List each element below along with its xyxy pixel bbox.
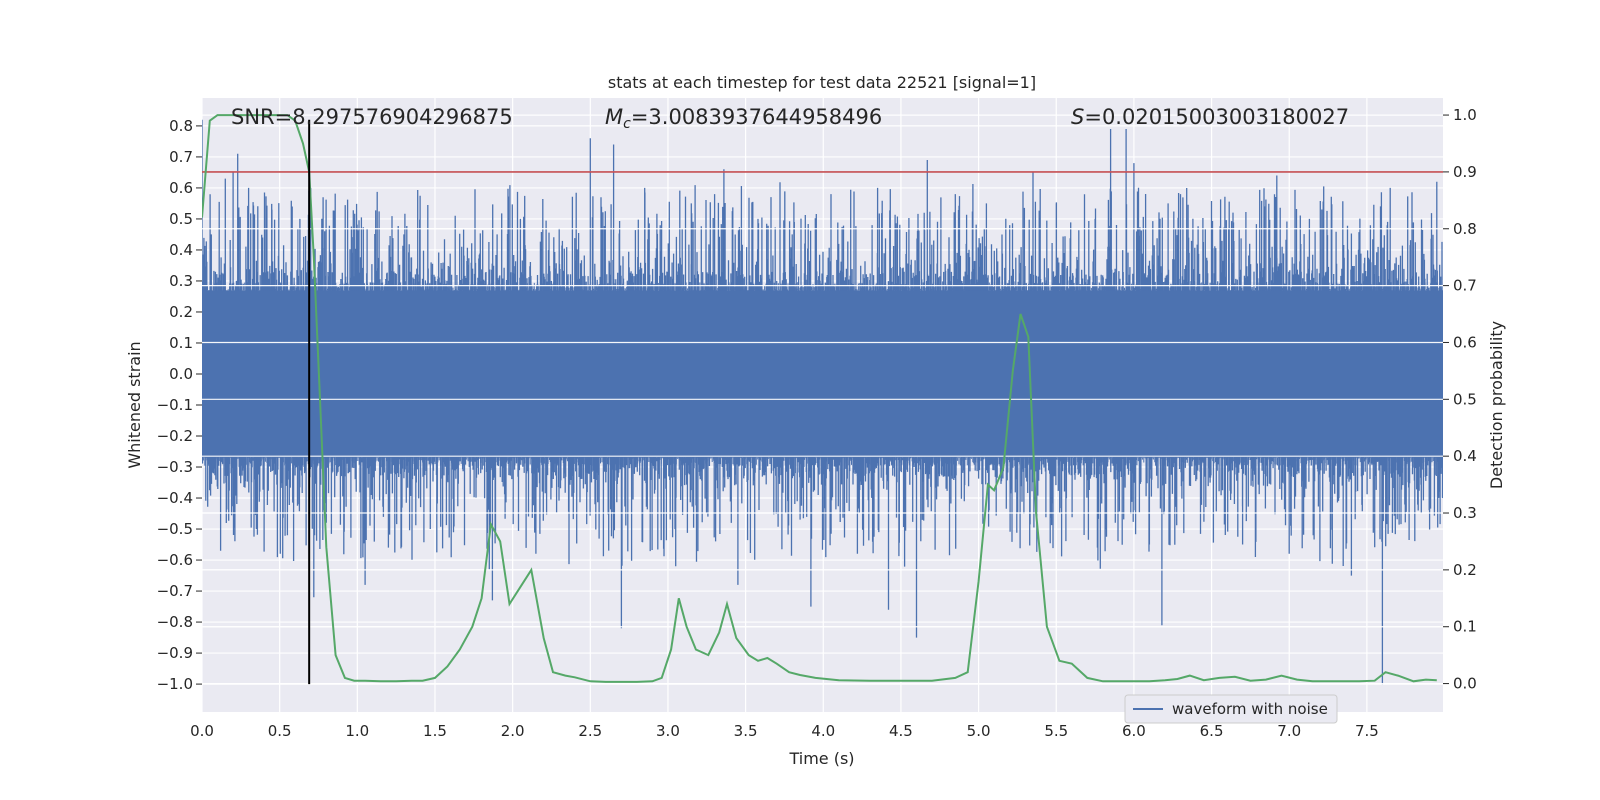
x-tick-label: 4.0 xyxy=(811,722,835,740)
y-left-axis-ticks: 0.8 0.7 0.6 0.5 0.4 0.3 0.2 0.1 0.0 −0.1 −0.2 −0.3 −… xyxy=(157,117,202,693)
snr-annotation: SNR=8.297576904296875 xyxy=(231,105,513,129)
y-right-tick-label: 0.1 xyxy=(1453,618,1477,636)
x-tick-label: 3.0 xyxy=(656,722,680,740)
chart-title: stats at each timestep for test data 225… xyxy=(608,73,1036,92)
y-left-tick-label: 0.3 xyxy=(169,272,193,290)
x-tick-label: 0.0 xyxy=(190,722,214,740)
y-left-tick-label: 0.8 xyxy=(169,117,193,135)
x-tick-label: 0.5 xyxy=(268,722,292,740)
y-left-tick-label: −0.4 xyxy=(157,489,193,507)
y-left-tick-label: 0.6 xyxy=(169,179,193,197)
x-tick-label: 1.5 xyxy=(423,722,447,740)
y-right-tick-label: 0.9 xyxy=(1453,163,1477,181)
x-tick-label: 5.5 xyxy=(1044,722,1068,740)
legend-label: waveform with noise xyxy=(1172,700,1328,718)
y-left-tick-label: 0.7 xyxy=(169,148,193,166)
y-left-tick-label: −0.5 xyxy=(157,520,193,538)
y-right-axis-ticks: 1.0 0.9 0.8 0.7 0.6 0.5 0.4 0.3 0.2 0.1 0.0 xyxy=(1443,106,1477,693)
y-left-tick-label: −0.2 xyxy=(157,427,193,445)
y-right-tick-label: 1.0 xyxy=(1453,106,1477,124)
y-right-tick-label: 0.6 xyxy=(1453,333,1477,351)
x-tick-label: 7.0 xyxy=(1277,722,1301,740)
y-left-tick-label: −0.7 xyxy=(157,582,193,600)
y-left-axis-label: Whitened strain xyxy=(125,341,144,468)
x-tick-label: 6.0 xyxy=(1122,722,1146,740)
y-left-tick-label: 0.4 xyxy=(169,241,193,259)
y-left-tick-label: −0.9 xyxy=(157,644,193,662)
y-left-tick-label: 0.0 xyxy=(169,365,193,383)
waveform-core xyxy=(202,290,1443,458)
y-right-tick-label: 0.8 xyxy=(1453,220,1477,238)
y-right-tick-label: 0.3 xyxy=(1453,504,1477,522)
grid-lines-overlay xyxy=(202,114,1443,685)
waveform-core-edge xyxy=(202,282,1443,466)
y-right-tick-label: 0.2 xyxy=(1453,561,1477,579)
x-tick-label: 1.0 xyxy=(345,722,369,740)
x-tick-label: 6.5 xyxy=(1200,722,1224,740)
y-right-tick-label: 0.7 xyxy=(1453,277,1477,295)
x-tick-label: 3.5 xyxy=(734,722,758,740)
x-tick-label: 5.0 xyxy=(967,722,991,740)
x-tick-label: 4.5 xyxy=(889,722,913,740)
y-left-tick-label: −1.0 xyxy=(157,675,193,693)
y-right-axis-label: Detection probability xyxy=(1487,321,1506,489)
y-left-tick-label: 0.5 xyxy=(169,210,193,228)
y-right-tick-label: 0.4 xyxy=(1453,447,1477,465)
waveform-series xyxy=(202,119,1443,685)
y-left-tick-label: 0.1 xyxy=(169,334,193,352)
x-tick-label: 2.0 xyxy=(501,722,525,740)
x-tick-label: 7.5 xyxy=(1355,722,1379,740)
y-right-tick-label: 0.5 xyxy=(1453,390,1477,408)
y-left-tick-label: −0.8 xyxy=(157,613,193,631)
y-left-tick-label: −0.1 xyxy=(157,396,193,414)
x-tick-label: 2.5 xyxy=(578,722,602,740)
probability-line xyxy=(202,114,1437,683)
legend: waveform with noise xyxy=(1124,694,1338,724)
x-axis-ticks: 0.0 0.5 1.0 1.5 2.0 2.5 3.0 3.5 4.0 4.5 5.0 5.5 6.0 6… xyxy=(190,722,1379,740)
chirp-mass-annotation: Mc=3.0083937644958496 xyxy=(605,105,882,132)
y-left-tick-label: 0.2 xyxy=(169,303,193,321)
s-annotation: S=0.02015003003180027 xyxy=(1071,105,1349,129)
x-axis-label: Time (s) xyxy=(788,749,854,768)
legend-box xyxy=(1124,694,1338,724)
y-right-tick-label: 0.0 xyxy=(1453,675,1477,693)
y-left-tick-label: −0.6 xyxy=(157,551,193,569)
y-left-tick-label: −0.3 xyxy=(157,458,193,476)
